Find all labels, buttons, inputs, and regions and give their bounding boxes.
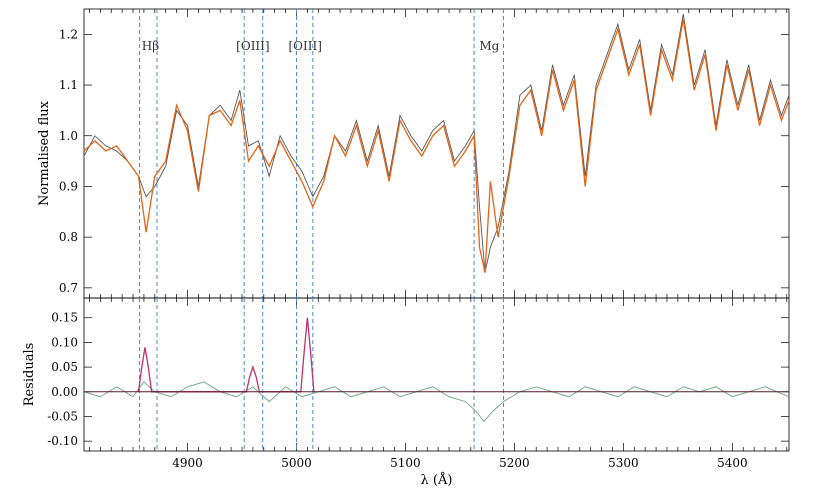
bottom-y-tick-label: 0.15 [51,311,78,325]
x-tick-label: 5300 [608,456,639,470]
top-series-line-1 [83,18,790,273]
x-tick-label: 4900 [172,456,203,470]
line-annotation: [OIII] [288,39,321,53]
top-y-tick-label: 0.7 [59,281,78,295]
x-tick-label: 5400 [717,456,748,470]
top-y-tick-label: 1.0 [59,129,78,143]
bottom-y-tick-label: 0.10 [51,335,78,349]
x-tick-label: 5200 [499,456,530,470]
x-axis-label: λ (Å) [421,472,453,488]
x-tick-label: 5000 [281,456,312,470]
top-y-tick-label: 1.2 [59,27,78,41]
line-annotation: Hβ [142,39,159,53]
bottom-y-tick-label: -0.05 [47,409,78,423]
bottom-y-tick-label: 0.05 [51,360,78,374]
top-y-tick-label: 1.1 [59,78,78,92]
bottom-series-line-0 [83,381,790,423]
bottom-y-tick-label: 0.00 [51,385,78,399]
top-y-tick-label: 0.8 [59,230,78,244]
bottom-axes-frame [83,297,790,452]
line-annotation: [OIII] [236,39,269,53]
line-annotation: Mg [479,39,499,53]
top-y-tick-label: 0.9 [59,179,78,193]
x-tick-label: 5100 [390,456,421,470]
top-axes-frame [83,8,790,299]
bottom-series-line-1 [137,317,315,393]
top-y-axis-label: Normalised flux [37,100,52,206]
bottom-y-axis-label: Residuals [22,343,37,407]
bottom-y-tick-label: -0.10 [47,434,78,448]
